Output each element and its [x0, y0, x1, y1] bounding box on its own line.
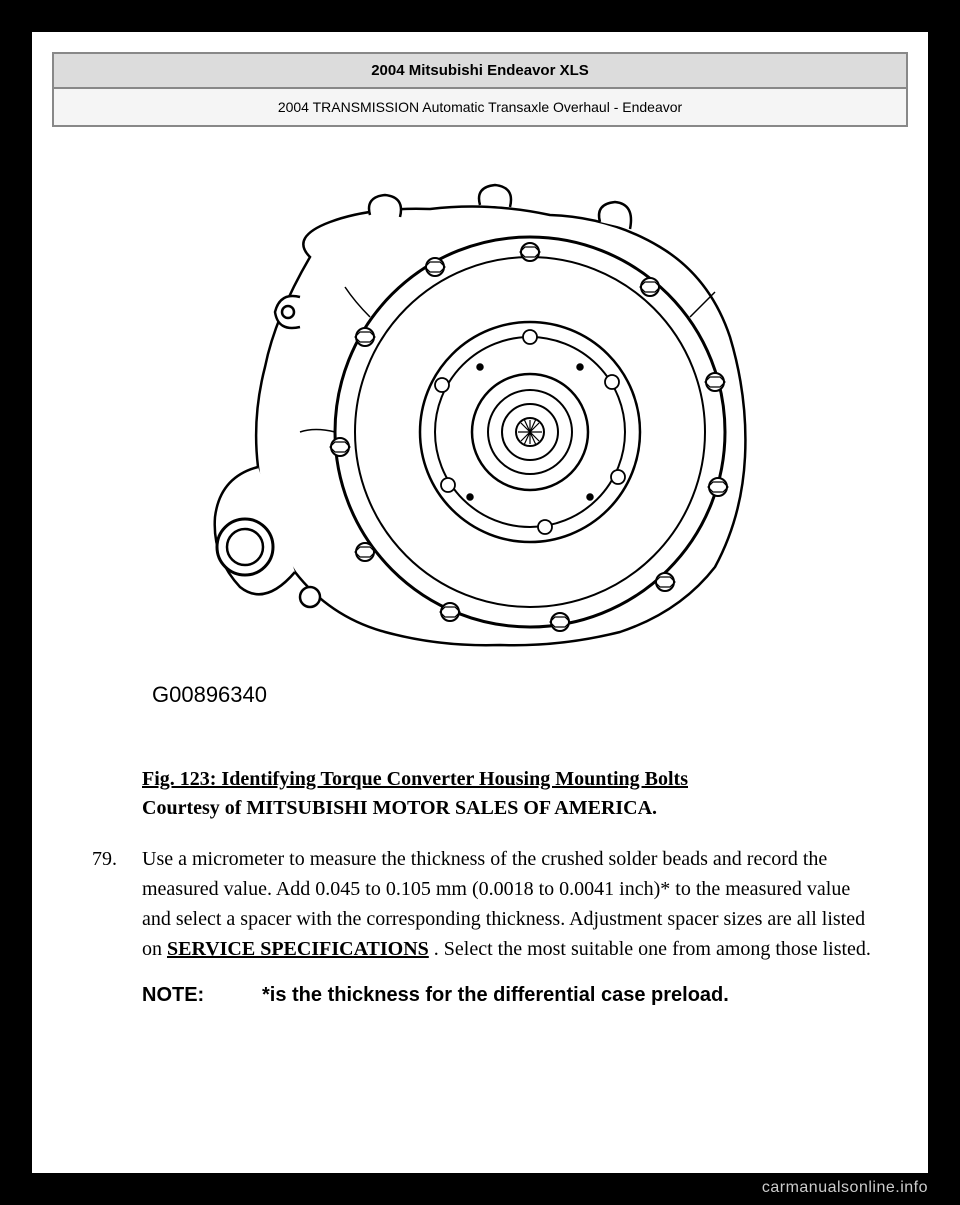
- note-text: *is the thickness for the differential c…: [262, 984, 729, 1007]
- diagram-id-label: G00896340: [152, 682, 908, 708]
- diagram-container: [52, 167, 908, 672]
- note-label: NOTE:: [142, 984, 262, 1007]
- header-title: 2004 Mitsubishi Endeavor XLS: [53, 53, 907, 88]
- header-subtitle: 2004 TRANSMISSION Automatic Transaxle Ov…: [53, 88, 907, 126]
- watermark: carmanualsonline.info: [762, 1179, 928, 1197]
- page-container: 2004 Mitsubishi Endeavor XLS 2004 TRANSM…: [32, 32, 928, 1173]
- step-text: Use a micrometer to measure the thicknes…: [142, 844, 878, 964]
- step-text-part2: . Select the most suitable one from amon…: [429, 938, 871, 960]
- step-number: 79.: [92, 844, 142, 964]
- header-table: 2004 Mitsubishi Endeavor XLS 2004 TRANSM…: [52, 52, 908, 127]
- note-row: NOTE: *is the thickness for the differen…: [142, 984, 878, 1007]
- torque-converter-diagram: [170, 167, 790, 667]
- step-79: 79. Use a micrometer to measure the thic…: [92, 844, 878, 964]
- figure-caption-text: Fig. 123: Identifying Torque Converter H…: [142, 768, 688, 790]
- figure-caption: Fig. 123: Identifying Torque Converter H…: [142, 768, 908, 791]
- figure-courtesy: Courtesy of MITSUBISHI MOTOR SALES OF AM…: [142, 797, 908, 820]
- service-specifications-link[interactable]: SERVICE SPECIFICATIONS: [167, 938, 429, 960]
